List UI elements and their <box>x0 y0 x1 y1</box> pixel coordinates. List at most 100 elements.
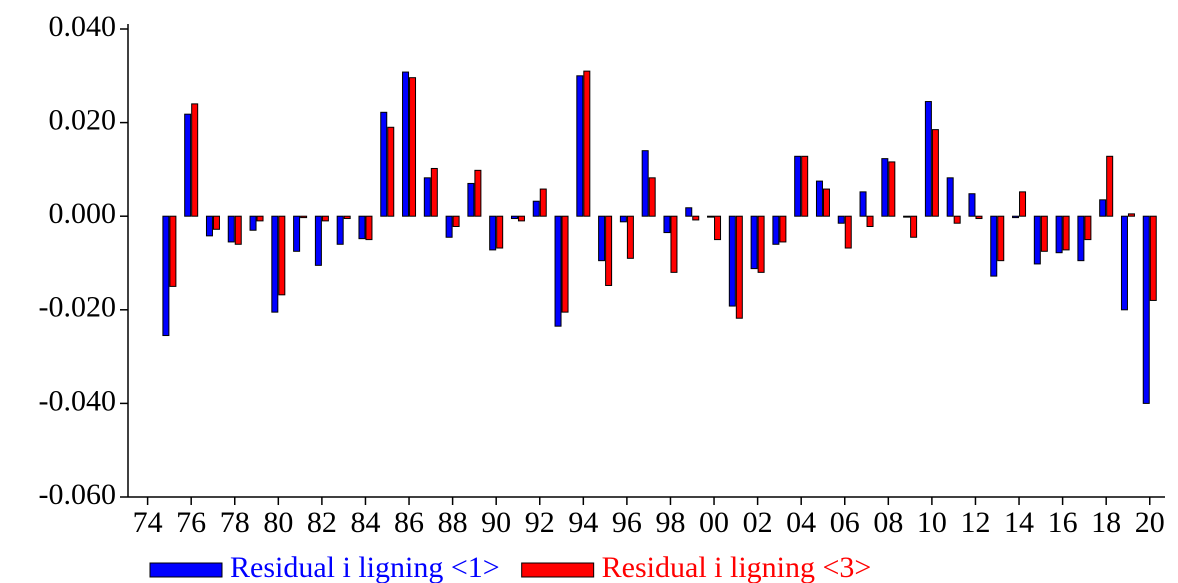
bar <box>837 215 845 224</box>
bar <box>387 126 395 217</box>
bar <box>1062 215 1070 251</box>
y-tick-label: 0.040 <box>49 10 117 43</box>
bar <box>402 71 410 217</box>
x-tick-label: 90 <box>481 506 511 539</box>
x-tick-label: 96 <box>612 506 642 539</box>
x-tick-label: 12 <box>960 506 990 539</box>
x-tick-label: 10 <box>917 506 947 539</box>
legend-label: Residual i ligning <1> <box>230 551 500 583</box>
x-tick-label: 88 <box>438 506 468 539</box>
bar <box>314 215 322 266</box>
bar <box>844 215 852 249</box>
bar <box>300 215 308 219</box>
bar <box>598 215 606 262</box>
bar <box>430 167 438 217</box>
bar <box>205 215 213 237</box>
bar <box>801 155 809 217</box>
bar <box>234 215 242 245</box>
bar <box>474 169 482 217</box>
bar <box>293 215 301 252</box>
bar <box>489 215 497 251</box>
x-tick-label: 18 <box>1091 506 1121 539</box>
legend-label: Residual i ligning <3> <box>602 551 872 583</box>
bar <box>336 215 344 245</box>
bar <box>365 215 373 241</box>
bar <box>663 215 671 234</box>
bar <box>931 129 939 217</box>
bar <box>626 215 634 259</box>
bar <box>975 215 983 220</box>
bar <box>779 215 787 243</box>
x-tick-label: 94 <box>568 506 598 539</box>
bar <box>910 215 918 238</box>
bar <box>576 75 584 217</box>
bar <box>517 215 525 222</box>
bar <box>227 215 235 243</box>
bar <box>1033 215 1041 265</box>
x-tick-label: 08 <box>873 506 903 539</box>
x-tick-label: 20 <box>1135 506 1165 539</box>
bar <box>728 215 736 307</box>
y-tick-label: 0.020 <box>49 103 117 136</box>
bar <box>735 215 743 319</box>
bar <box>212 215 220 230</box>
bar <box>162 215 170 337</box>
bar <box>692 215 700 221</box>
bar <box>1127 213 1135 217</box>
bar <box>467 182 475 217</box>
bar <box>750 215 758 270</box>
bar <box>1055 215 1063 254</box>
bar <box>1077 215 1085 262</box>
bar <box>532 200 540 217</box>
bar <box>924 101 932 217</box>
bar <box>1012 215 1020 219</box>
bar <box>1149 215 1157 301</box>
x-tick-label: 06 <box>830 506 860 539</box>
bar <box>685 207 693 217</box>
bar <box>990 215 998 277</box>
x-tick-label: 82 <box>307 506 337 539</box>
bar <box>380 111 388 217</box>
bar <box>772 215 780 245</box>
y-tick-label: -0.060 <box>39 478 117 511</box>
bar <box>321 215 329 222</box>
bar <box>445 215 453 238</box>
bar <box>1040 215 1048 252</box>
x-tick-label: 98 <box>655 506 685 539</box>
bar <box>641 150 649 217</box>
bar <box>256 215 264 222</box>
bar <box>714 215 722 241</box>
x-tick-label: 84 <box>350 506 380 539</box>
legend-swatch <box>149 562 223 578</box>
bar <box>757 215 765 273</box>
bar <box>583 70 591 217</box>
bar <box>271 215 279 313</box>
bar <box>953 215 961 224</box>
bar <box>169 215 177 287</box>
bar <box>539 188 547 217</box>
x-tick-label: 04 <box>786 506 816 539</box>
bar <box>619 215 627 223</box>
x-tick-label: 02 <box>743 506 773 539</box>
x-tick-label: 16 <box>1048 506 1078 539</box>
bar <box>903 215 911 218</box>
bar <box>184 113 192 217</box>
bar <box>343 215 351 220</box>
bar <box>670 215 678 273</box>
y-tick-label: -0.020 <box>39 291 117 324</box>
bar <box>191 103 199 217</box>
bar <box>1019 191 1027 217</box>
bar <box>249 215 257 231</box>
bar <box>409 77 417 217</box>
bar <box>452 215 460 227</box>
bar <box>946 177 954 217</box>
bar <box>496 215 504 249</box>
bar <box>794 155 802 217</box>
x-tick-label: 74 <box>133 506 163 539</box>
y-tick-label: -0.040 <box>39 384 117 417</box>
x-tick-label: 92 <box>525 506 555 539</box>
bar <box>866 215 874 227</box>
bar <box>358 215 366 240</box>
bar <box>822 188 830 217</box>
bar <box>561 215 569 313</box>
